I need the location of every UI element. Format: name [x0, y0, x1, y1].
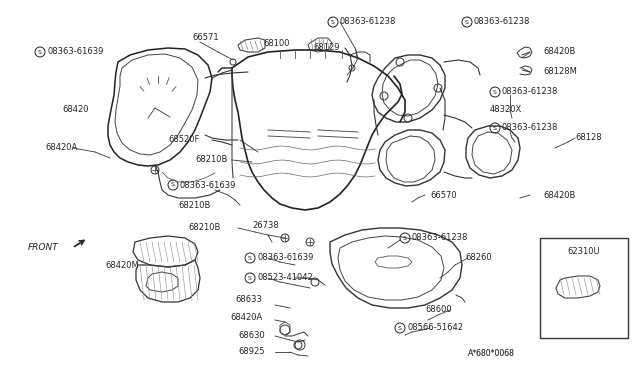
Text: 68210B: 68210B [195, 155, 227, 164]
Text: 08363-61238: 08363-61238 [412, 234, 468, 243]
Text: 08363-61238: 08363-61238 [474, 17, 531, 26]
Text: 68210B: 68210B [188, 224, 220, 232]
Text: 48320X: 48320X [490, 106, 522, 115]
Text: S: S [248, 256, 252, 260]
Bar [540, 238, 628, 338]
Text: S: S [398, 326, 402, 330]
Text: 08363-61238: 08363-61238 [502, 87, 558, 96]
Text: S: S [403, 235, 407, 241]
Text: 68520F: 68520F [168, 135, 200, 144]
Text: 68128M: 68128M [543, 67, 577, 77]
Text: S: S [38, 49, 42, 55]
Text: 68420B: 68420B [543, 190, 575, 199]
Text: 08363-61639: 08363-61639 [47, 48, 104, 57]
Text: S: S [248, 276, 252, 280]
Text: 68129: 68129 [313, 44, 339, 52]
Text: 68128: 68128 [575, 134, 602, 142]
Text: FRONT: FRONT [28, 244, 59, 253]
Text: S: S [493, 90, 497, 94]
Text: 66570: 66570 [430, 190, 456, 199]
Text: 68420A: 68420A [45, 144, 77, 153]
Text: 08566-51642: 08566-51642 [407, 324, 463, 333]
Text: S: S [465, 19, 469, 25]
Text: 68600: 68600 [425, 305, 452, 314]
Text: 62310U: 62310U [567, 247, 600, 257]
Text: 68420B: 68420B [543, 48, 575, 57]
Text: S: S [331, 19, 335, 25]
Text: 08523-41042: 08523-41042 [257, 273, 313, 282]
Text: A*680*0068: A*680*0068 [468, 350, 515, 359]
Text: 68630: 68630 [238, 331, 265, 340]
Text: 68420: 68420 [62, 106, 88, 115]
Text: 08363-61639: 08363-61639 [257, 253, 314, 263]
Text: 08363-61238: 08363-61238 [340, 17, 396, 26]
Text: S: S [493, 125, 497, 131]
Text: 68210B: 68210B [178, 201, 211, 209]
Text: S: S [171, 183, 175, 187]
Text: 68260: 68260 [465, 253, 492, 263]
Text: 68925: 68925 [238, 347, 264, 356]
Text: 68633: 68633 [235, 295, 262, 305]
Text: 26738: 26738 [252, 221, 279, 230]
Text: 68420A: 68420A [230, 314, 262, 323]
Text: 68420M: 68420M [105, 260, 139, 269]
Text: 66571: 66571 [192, 33, 219, 42]
Text: A*680*0068: A*680*0068 [468, 350, 515, 359]
Text: 08363-61238: 08363-61238 [502, 124, 558, 132]
Text: 68100: 68100 [263, 38, 289, 48]
Text: 08363-61639: 08363-61639 [180, 180, 236, 189]
